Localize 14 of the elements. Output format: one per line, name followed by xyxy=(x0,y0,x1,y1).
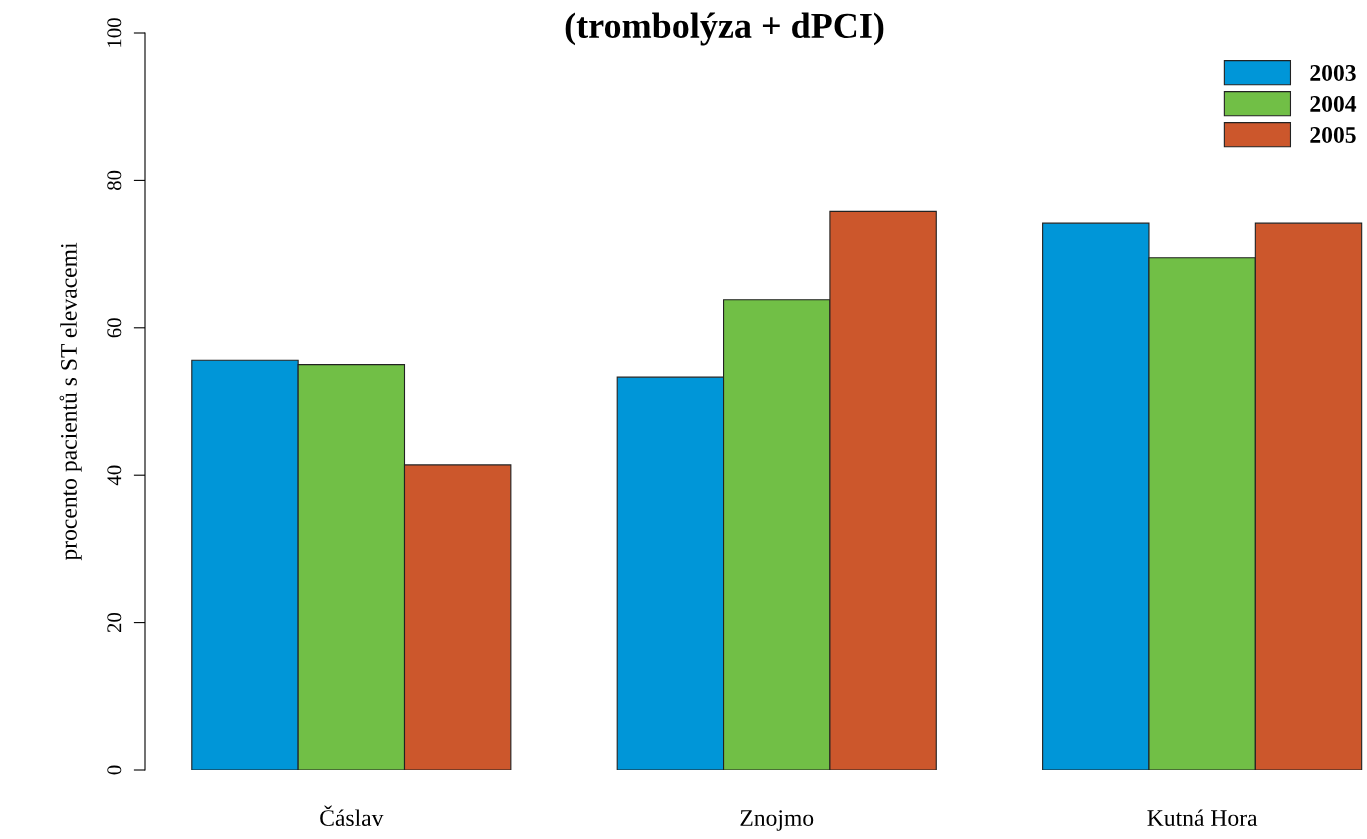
chart-title: (trombolýza + dPCI) xyxy=(565,12,884,46)
y-tick-label: 80 xyxy=(107,170,122,191)
y-tick-label: 0 xyxy=(107,765,122,775)
y-tick-label: 20 xyxy=(107,612,122,633)
y-tick-label: 40 xyxy=(107,465,122,486)
x-tick-label: Čáslav xyxy=(320,805,384,827)
legend-label: 2004 xyxy=(1310,95,1357,112)
y-axis-title: procento pacientů s ST elevacemi xyxy=(59,242,82,561)
legend-label: 2003 xyxy=(1310,64,1356,81)
y-tick-label: 60 xyxy=(107,318,122,338)
legend-label: 2005 xyxy=(1310,126,1356,143)
x-tick-label: Znojmo xyxy=(740,810,814,831)
y-tick-label: 100 xyxy=(107,18,122,47)
x-tick-label: Kutná Hora xyxy=(1147,809,1258,827)
